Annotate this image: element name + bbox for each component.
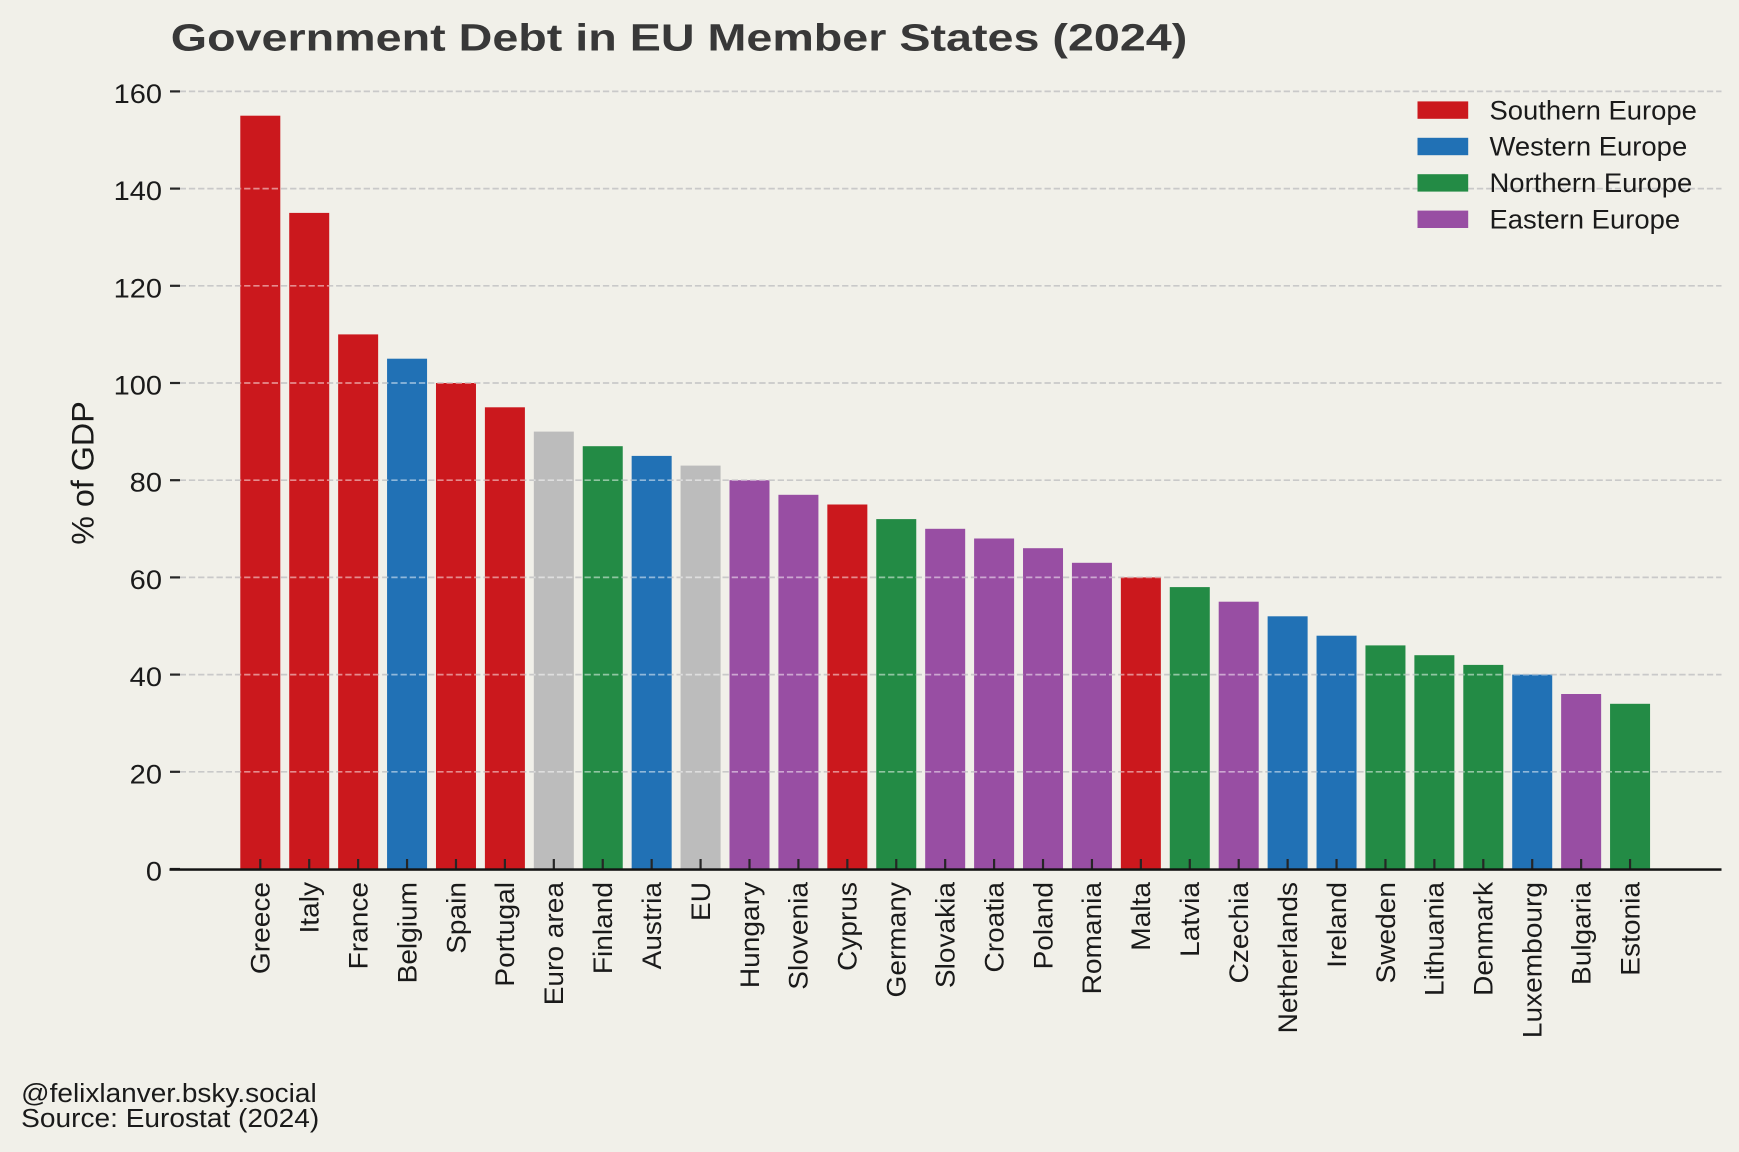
svg-text:Source: Eurostat (2024): Source: Eurostat (2024) [21,1105,319,1133]
svg-text:Western Europe: Western Europe [1490,132,1688,162]
svg-text:Bulgaria: Bulgaria [1566,881,1596,985]
svg-text:Euro area: Euro area [539,881,569,1005]
svg-text:% of GDP: % of GDP [65,401,101,545]
svg-text:140: 140 [114,176,162,206]
svg-text:Sweden: Sweden [1371,882,1401,984]
svg-text:Finland: Finland [588,882,618,974]
svg-text:Cyprus: Cyprus [833,882,863,971]
svg-text:Czechia: Czechia [1224,881,1254,983]
svg-text:EU: EU [686,882,716,921]
svg-text:Croatia: Croatia [979,881,1009,973]
svg-text:Germany: Germany [882,881,912,997]
svg-text:Belgium: Belgium [392,882,422,983]
svg-text:Poland: Poland [1028,882,1058,969]
svg-text:Italy: Italy [295,881,325,933]
svg-text:Southern Europe: Southern Europe [1490,95,1697,125]
svg-text:160: 160 [114,79,162,109]
svg-text:Denmark: Denmark [1469,881,1499,995]
svg-text:Hungary: Hungary [735,881,765,988]
svg-text:Northern Europe: Northern Europe [1490,168,1693,198]
svg-text:100: 100 [114,371,162,401]
svg-text:Austria: Austria [637,881,667,969]
svg-text:Ireland: Ireland [1322,882,1352,968]
svg-text:Government Debt in EU Member S: Government Debt in EU Member States (202… [171,17,1188,59]
svg-text:80: 80 [130,468,162,498]
svg-text:Netherlands: Netherlands [1273,882,1303,1033]
svg-text:Latvia: Latvia [1175,881,1205,957]
svg-text:Greece: Greece [246,882,276,974]
svg-text:Eastern Europe: Eastern Europe [1490,205,1681,235]
svg-text:Spain: Spain [441,882,471,954]
svg-text:Estonia: Estonia [1615,881,1645,976]
svg-text:60: 60 [130,565,162,595]
svg-text:Luxembourg: Luxembourg [1518,882,1548,1038]
svg-text:40: 40 [130,662,162,692]
svg-text:20: 20 [130,759,162,789]
svg-text:120: 120 [114,273,162,303]
svg-text:Slovenia: Slovenia [784,881,814,990]
svg-text:Malta: Malta [1126,881,1156,951]
svg-text:@felixlanver.bsky.social: @felixlanver.bsky.social [21,1080,317,1108]
svg-text:0: 0 [146,857,162,887]
svg-text:Portugal: Portugal [490,882,520,987]
svg-text:France: France [343,882,373,969]
svg-text:Slovakia: Slovakia [930,881,960,988]
svg-text:Lithuania: Lithuania [1420,881,1450,996]
svg-text:Romania: Romania [1077,881,1107,994]
